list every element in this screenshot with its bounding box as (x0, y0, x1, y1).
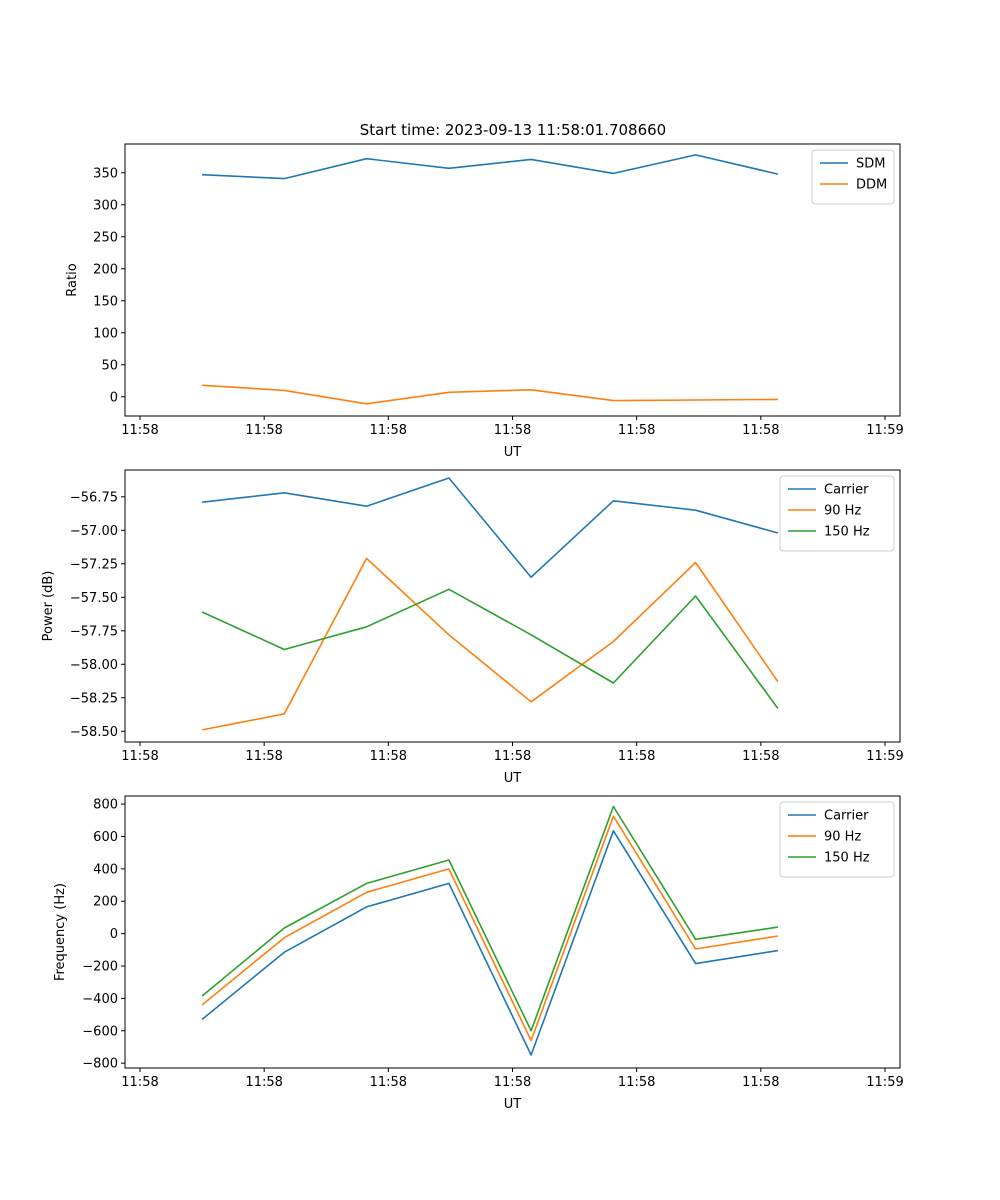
x-tick-label: 11:58 (494, 423, 531, 438)
x-tick-label: 11:58 (742, 1075, 779, 1090)
y-tick-label: 50 (101, 358, 118, 373)
legend: Carrier 90 Hz 150 Hz (779, 801, 895, 878)
y-tick-label: 100 (93, 326, 118, 341)
axes-frame (124, 143, 901, 417)
y-tick-label: −57.50 (70, 591, 118, 606)
x-tick-label: 11:58 (618, 1075, 655, 1090)
y-axis-label: Power (dB) (41, 571, 56, 642)
y-axis-label: Frequency (Hz) (53, 883, 68, 981)
x-tick-label: 11:58 (494, 1075, 531, 1090)
x-tick-label: 11:58 (370, 1075, 407, 1090)
series-line-carrier (202, 477, 779, 579)
series-line-90-hz (201, 557, 779, 731)
legend-label: 150 Hz (824, 525, 870, 540)
y-tick-label: −58.00 (70, 658, 118, 673)
x-tick-label: 11:58 (245, 749, 282, 764)
x-tick-label: 11:58 (245, 423, 282, 438)
legend-box (779, 475, 895, 552)
y-tick-label: 250 (93, 230, 118, 245)
y-tick-label: 400 (93, 862, 118, 877)
x-tick-label: 11:58 (370, 749, 407, 764)
legend-label: SDM (856, 157, 885, 172)
y-tick-label: 0 (110, 927, 118, 942)
y-tick-label: −57.00 (70, 524, 118, 539)
panel-1: 11:58 11:58 11:58 11:58 11:58 11:58 11:59 0 50 10… (65, 143, 904, 460)
x-tick-label: 11:58 (742, 423, 779, 438)
legend-label: 90 Hz (824, 504, 861, 519)
legend-label: Carrier (824, 809, 869, 824)
x-tick-label: 11:59 (866, 423, 903, 438)
y-tick-label: −56.75 (70, 490, 118, 505)
x-tick-label: 11:58 (121, 1075, 158, 1090)
y-tick-label: −600 (82, 1024, 118, 1039)
series-line-150-hz (201, 588, 779, 709)
x-tick-label: 11:58 (618, 423, 655, 438)
y-tick-label: −800 (82, 1057, 118, 1072)
series-line-carrier (201, 829, 779, 1056)
y-tick-label: 0 (110, 390, 118, 405)
y-tick-label: 150 (93, 294, 118, 309)
legend-box (779, 801, 895, 878)
x-axis-label: UT (504, 1097, 522, 1112)
y-tick-label: −58.25 (70, 691, 118, 706)
legend-label: DDM (856, 178, 887, 193)
x-tick-label: 11:58 (121, 423, 158, 438)
axes-frame (124, 469, 901, 743)
series-line-150-hz (201, 805, 779, 1032)
y-tick-label: 600 (93, 830, 118, 845)
legend: SDM DDM (811, 149, 895, 205)
x-tick-label: 11:58 (494, 749, 531, 764)
x-tick-label: 11:58 (121, 749, 158, 764)
y-tick-label: 800 (93, 798, 118, 813)
chart-title: Start time: 2023-09-13 11:58:01.708660 (360, 121, 666, 139)
series-line-ddm (202, 384, 778, 405)
axes-frame (124, 795, 901, 1069)
legend-label: 150 Hz (824, 851, 870, 866)
panel-3: 11:58 11:58 11:58 11:58 11:58 11:58 11:59 −800 −… (53, 795, 904, 1112)
y-tick-label: −58.50 (70, 725, 118, 740)
x-tick-label: 11:58 (370, 423, 407, 438)
y-tick-label: 300 (93, 198, 118, 213)
y-tick-label: 200 (93, 895, 118, 910)
y-tick-label: −57.75 (70, 624, 118, 639)
panel-2: 11:58 11:58 11:58 11:58 11:58 11:58 11:59 −58.5… (41, 469, 904, 786)
y-tick-label: 350 (93, 166, 118, 181)
x-tick-label: 11:58 (742, 749, 779, 764)
chart-panels: 11:58 11:58 11:58 11:58 11:58 11:58 11:59 0 50 10… (41, 143, 904, 1112)
y-tick-label: 200 (93, 262, 118, 277)
y-tick-label: −400 (82, 992, 118, 1007)
x-tick-label: 11:58 (618, 749, 655, 764)
legend-label: 90 Hz (824, 830, 861, 845)
x-tick-label: 11:58 (245, 1075, 282, 1090)
x-tick-label: 11:59 (866, 749, 903, 764)
legend: Carrier 90 Hz 150 Hz (779, 475, 895, 552)
y-tick-label: −200 (82, 960, 118, 975)
x-axis-label: UT (504, 445, 522, 460)
x-tick-label: 11:59 (866, 1075, 903, 1090)
x-axis-label: UT (504, 771, 522, 786)
y-axis-label: Ratio (65, 263, 80, 296)
series-line-sdm (202, 154, 779, 180)
y-tick-label: −57.25 (70, 557, 118, 572)
series-line-90-hz (201, 815, 779, 1042)
legend-label: Carrier (824, 483, 869, 498)
